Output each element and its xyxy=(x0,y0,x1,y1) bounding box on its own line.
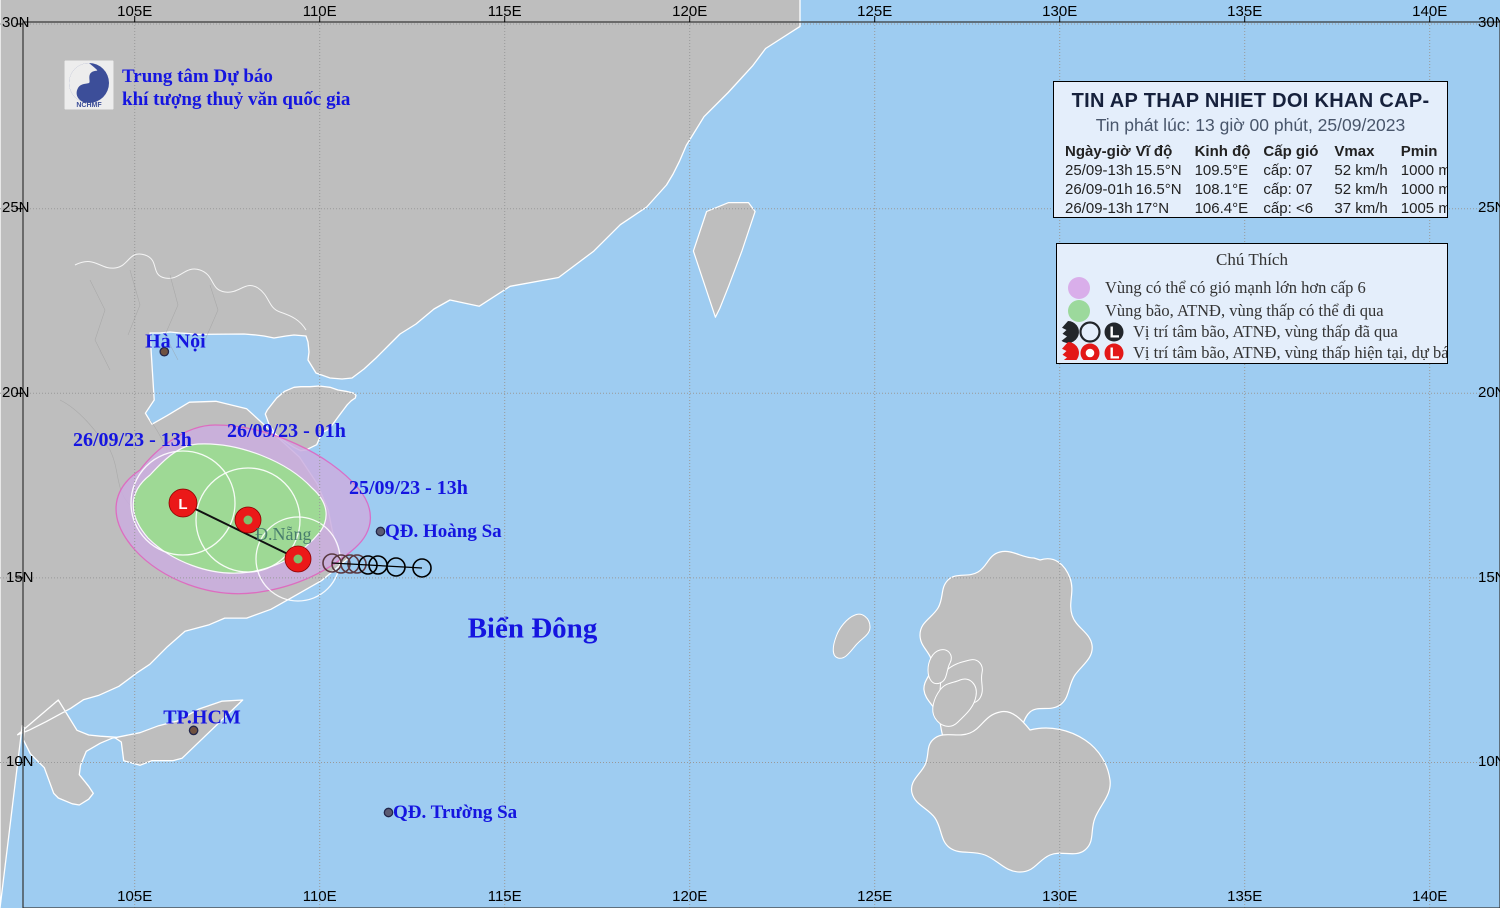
svg-text:Biển Đông: Biển Đông xyxy=(468,613,598,645)
svg-text:10N: 10N xyxy=(1478,753,1500,770)
svg-text:125E: 125E xyxy=(857,888,892,905)
svg-text:L: L xyxy=(178,496,187,513)
svg-text:25N: 25N xyxy=(1478,199,1500,216)
svg-text:110E: 110E xyxy=(303,888,337,905)
svg-text:120E: 120E xyxy=(672,888,707,905)
svg-text:130E: 130E xyxy=(1042,888,1077,905)
svg-text:30N: 30N xyxy=(2,14,30,31)
svg-text:30N: 30N xyxy=(1478,14,1500,31)
svg-text:25/09/23 - 13h: 25/09/23 - 13h xyxy=(349,477,468,499)
svg-text:NCHMF: NCHMF xyxy=(76,102,102,109)
svg-text:Vùng bão, ATNĐ, vùng thấp có t: Vùng bão, ATNĐ, vùng thấp có thể đi qua xyxy=(1105,301,1384,320)
svg-text:QĐ. Hoàng Sa: QĐ. Hoàng Sa xyxy=(385,521,502,542)
svg-text:20N: 20N xyxy=(1478,384,1500,401)
svg-text:140E: 140E xyxy=(1412,888,1447,905)
svg-text:26/09/23 - 01h: 26/09/23 - 01h xyxy=(227,420,346,442)
svg-text:Đ.Nẵng: Đ.Nẵng xyxy=(255,524,312,544)
svg-text:Vị trí tâm bão, ATNĐ, vùng thấ: Vị trí tâm bão, ATNĐ, vùng thấp đã qua xyxy=(1133,322,1399,341)
svg-text:105E: 105E xyxy=(117,888,152,905)
svg-text:15N: 15N xyxy=(1478,569,1500,586)
svg-text:25N: 25N xyxy=(2,199,30,216)
svg-text:QĐ. Trường Sa: QĐ. Trường Sa xyxy=(393,802,518,823)
svg-text:Hà Nội: Hà Nội xyxy=(145,330,206,352)
svg-text:26/09/23 - 13h: 26/09/23 - 13h xyxy=(73,429,192,451)
svg-text:TP.HCM: TP.HCM xyxy=(163,707,241,729)
svg-text:Vị trí tâm bão, ATNĐ, vùng thấ: Vị trí tâm bão, ATNĐ, vùng thấp hiện tại… xyxy=(1133,343,1448,360)
svg-text:135E: 135E xyxy=(1227,888,1262,905)
svg-text:20N: 20N xyxy=(2,384,30,401)
svg-text:Vùng có thể có gió mạnh lớn hơ: Vùng có thể có gió mạnh lớn hơn cấp 6 xyxy=(1105,278,1366,297)
svg-text:115E: 115E xyxy=(488,888,522,905)
svg-text:10N: 10N xyxy=(6,753,34,770)
